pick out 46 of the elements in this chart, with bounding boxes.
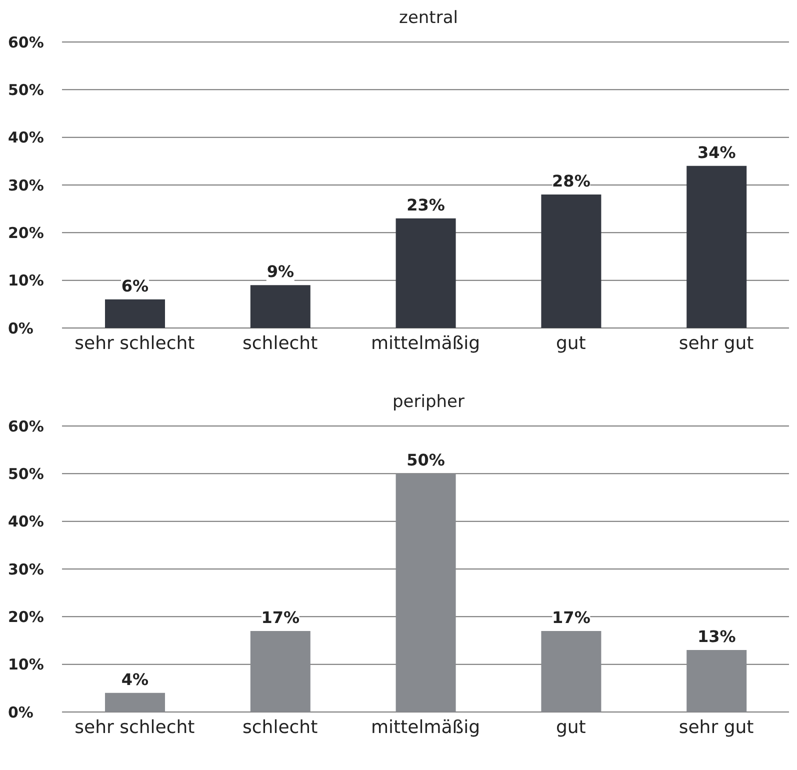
y-tick-label: 40% xyxy=(8,128,44,147)
y-tick-label: 40% xyxy=(8,512,44,531)
data-label: 13% xyxy=(697,627,736,646)
x-tick-label: gut xyxy=(556,332,586,354)
x-tick-label: schlecht xyxy=(242,716,318,738)
data-label: 4% xyxy=(121,670,149,689)
data-label: 34% xyxy=(697,142,736,162)
bar xyxy=(396,218,456,328)
bar xyxy=(105,692,165,712)
x-tick-label: mittelmäßig xyxy=(370,332,480,354)
x-tick-label: gut xyxy=(556,716,586,738)
y-tick-label: 10% xyxy=(8,272,44,290)
data-label: 9% xyxy=(266,262,294,282)
chart-title: peripher xyxy=(392,392,466,414)
y-tick-label: 50% xyxy=(8,464,44,483)
x-tick-label: sehr gut xyxy=(678,332,754,354)
data-label: 17% xyxy=(552,608,590,627)
bar xyxy=(686,166,747,328)
y-tick-label: 50% xyxy=(8,80,44,99)
bar xyxy=(250,630,310,712)
bar xyxy=(541,194,602,328)
y-tick-label: 20% xyxy=(8,608,44,626)
y-tick-label: 20% xyxy=(8,224,44,242)
y-tick-label: 30% xyxy=(8,560,44,578)
data-label: 50% xyxy=(406,450,445,470)
x-tick-label: sehr schlecht xyxy=(74,332,195,354)
x-tick-label: mittelmäßig xyxy=(370,716,480,738)
bar xyxy=(541,630,602,712)
bar xyxy=(250,285,310,328)
y-tick-label: 0% xyxy=(8,319,34,338)
bar xyxy=(105,299,165,328)
data-label: 28% xyxy=(552,172,590,191)
y-tick-label: 60% xyxy=(8,417,44,436)
data-label: 6% xyxy=(121,276,149,296)
data-label: 17% xyxy=(261,608,300,627)
chart-title: zentral xyxy=(398,8,459,30)
x-tick-label: sehr schlecht xyxy=(74,716,195,738)
y-tick-label: 30% xyxy=(8,176,44,194)
x-tick-label: schlecht xyxy=(242,332,318,354)
x-tick-label: sehr gut xyxy=(678,716,754,738)
y-tick-label: 60% xyxy=(8,33,44,52)
y-tick-label: 10% xyxy=(8,656,44,674)
data-label: 23% xyxy=(406,195,445,214)
bar xyxy=(686,650,747,712)
bar xyxy=(396,474,456,712)
y-tick-label: 0% xyxy=(8,703,34,722)
